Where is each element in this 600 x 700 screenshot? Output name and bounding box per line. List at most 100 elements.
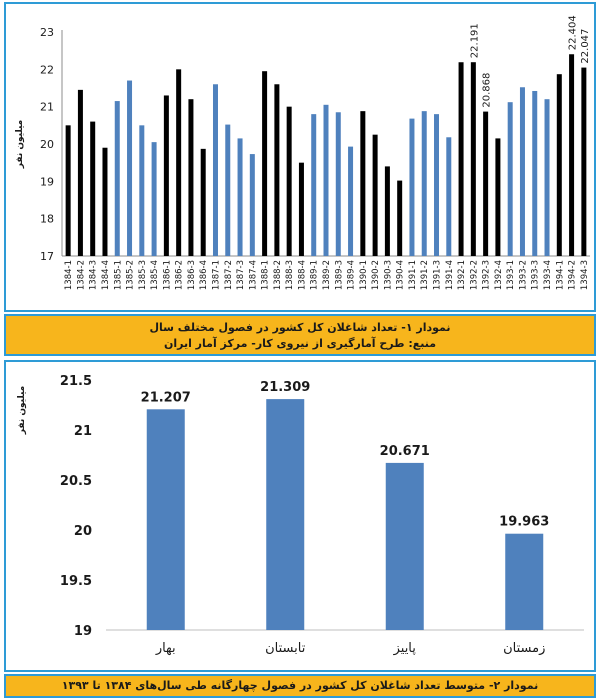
x-tick-label: 1392-2 — [469, 260, 479, 290]
x-tick-label: 1393-3 — [531, 260, 541, 290]
x-tick-label: 1385-4 — [150, 260, 160, 290]
bar — [176, 69, 182, 256]
x-tick-label: 1386-2 — [175, 260, 185, 290]
x-tick-label: 1387-1 — [211, 260, 221, 290]
x-tick-label: 1388-2 — [273, 260, 283, 290]
bar — [532, 90, 538, 256]
data-label: 22.404 — [568, 15, 579, 50]
x-tick-label: 1385-1 — [113, 260, 123, 290]
bar — [519, 87, 525, 257]
x-tick-label: 1387-4 — [248, 260, 258, 290]
bar — [384, 166, 390, 256]
bar — [505, 533, 544, 630]
x-tick-label: 1392-4 — [494, 260, 504, 290]
bar — [348, 146, 354, 256]
x-tick-label: 1388-1 — [261, 260, 271, 290]
bar — [569, 54, 575, 256]
data-label: 22.047 — [580, 29, 591, 64]
y-tick-label: 19.5 — [60, 574, 92, 589]
bar — [102, 147, 108, 256]
x-tick-label: پاییز — [393, 641, 417, 656]
bar — [77, 89, 83, 256]
x-tick-label: زمستان — [503, 641, 545, 656]
chart1-source: منبع: طرح آمارگیری از نیروی کار- مرکز آم… — [163, 337, 437, 350]
y-tick-label: 19 — [40, 175, 54, 188]
bar — [409, 118, 415, 256]
x-tick-label: 1391-2 — [420, 260, 430, 290]
data-label: 22.191 — [469, 23, 480, 58]
bar — [556, 74, 562, 256]
bar — [286, 106, 292, 257]
bar — [581, 67, 587, 256]
y-tick-label: 17 — [40, 250, 54, 263]
y-tick-label: 21.5 — [60, 374, 92, 389]
bar — [114, 101, 120, 256]
bar — [311, 114, 317, 256]
chart2-caption: نمودار ۲- متوسط تعداد شاغلان کل کشور در … — [4, 674, 596, 698]
x-tick-label: 1384-1 — [64, 260, 74, 290]
bar — [544, 99, 550, 256]
x-tick-label: 1384-3 — [89, 260, 99, 290]
bar — [65, 125, 71, 256]
x-tick-label: 1391-1 — [408, 260, 418, 290]
bar — [298, 162, 304, 256]
chart1-panel: 17 18 19 20 21 22 23 میلیون نفر 1384-1 1384-2 1384… — [4, 2, 596, 312]
x-tick-label: 1390-2 — [371, 260, 381, 290]
y-tick-label: 21 — [74, 424, 92, 439]
y-tick-label: 23 — [40, 26, 54, 39]
y-tick-label: 20.5 — [60, 474, 92, 489]
bar — [200, 148, 206, 256]
bar — [127, 80, 133, 257]
bar — [470, 62, 476, 256]
y-tick-label: 20 — [74, 524, 92, 539]
bar — [262, 71, 268, 256]
x-tick-label: 1384-4 — [101, 260, 111, 290]
x-tick-label: 1387-2 — [224, 260, 234, 290]
chart2-panel: 19 19.5 20 20.5 21 21.5 میلیون نفر 21.207 بهار 21… — [4, 360, 596, 672]
x-tick-label: 1389-4 — [347, 260, 357, 290]
x-tick-label: تابستان — [265, 641, 306, 656]
chart1-caption: نمودار ۱- تعداد شاغلان کل کشور در فصول م… — [4, 314, 596, 356]
y-tick-label: 18 — [40, 213, 54, 226]
bar — [458, 62, 464, 256]
bar — [335, 112, 341, 257]
x-tick-label: 1394-2 — [568, 260, 578, 290]
x-tick-label: 1387-3 — [236, 260, 246, 290]
x-tick-label: 1384-2 — [76, 260, 86, 290]
bar — [139, 125, 145, 256]
x-tick-label: 1391-4 — [445, 260, 455, 290]
x-tick-label: 1385-3 — [138, 260, 148, 290]
x-tick-label: 1393-1 — [506, 260, 516, 290]
data-label: 21.207 — [141, 390, 191, 405]
x-tick-label: 1392-3 — [482, 260, 492, 290]
bar — [360, 111, 366, 256]
bar — [434, 114, 440, 256]
bar — [90, 121, 96, 256]
x-tick-label: 1385-2 — [126, 260, 136, 290]
x-tick-label: 1393-4 — [543, 260, 553, 290]
bar — [151, 142, 157, 256]
x-tick-label: بهار — [155, 641, 176, 656]
x-tick-label: 1388-3 — [285, 260, 295, 290]
x-tick-label: 1386-1 — [162, 260, 172, 290]
bar — [274, 84, 280, 257]
x-tick-label: 1390-4 — [396, 260, 406, 290]
y-tick-label: 19 — [74, 624, 92, 639]
bar — [507, 102, 513, 256]
bar — [249, 154, 255, 256]
data-label: 20.868 — [482, 73, 493, 108]
x-tick-label: 1389-3 — [334, 260, 344, 290]
bar — [446, 137, 452, 256]
x-tick-label: 1388-4 — [297, 260, 307, 290]
x-tick-label: 1392-1 — [457, 260, 467, 290]
bar — [266, 399, 305, 630]
bar — [163, 95, 169, 256]
bar — [385, 462, 424, 630]
x-tick-label: 1394-3 — [580, 260, 590, 290]
y-tick-label: 21 — [40, 101, 54, 114]
data-label: 20.671 — [380, 444, 430, 459]
data-label: 21.309 — [260, 380, 310, 395]
y-axis-label: میلیون نفر — [17, 386, 27, 436]
x-tick-label: 1386-3 — [187, 260, 197, 290]
